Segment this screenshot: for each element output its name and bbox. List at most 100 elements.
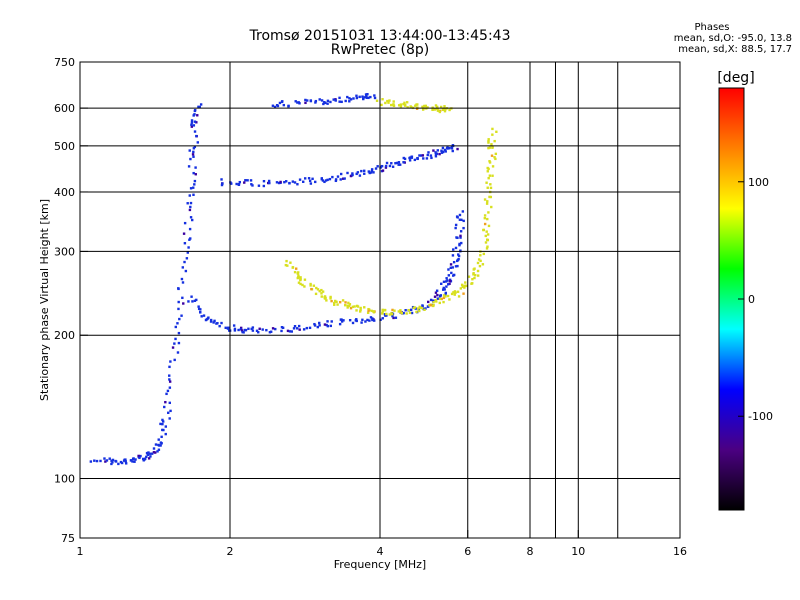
echo-point xyxy=(251,329,255,332)
echo-point xyxy=(399,309,402,312)
echo-point xyxy=(111,461,114,464)
echo-point xyxy=(402,102,405,106)
echo-point xyxy=(426,153,429,157)
echo-point xyxy=(448,279,452,283)
echo-point xyxy=(192,155,195,158)
echo-point xyxy=(455,215,459,218)
echo-point xyxy=(442,280,446,284)
echo-point xyxy=(477,258,481,261)
echo-point xyxy=(195,298,198,302)
echo-point xyxy=(130,459,133,462)
echo-point xyxy=(199,311,202,314)
echo-point xyxy=(320,292,323,295)
echo-point xyxy=(111,458,115,462)
echo-point xyxy=(356,171,360,174)
echo-point xyxy=(168,374,171,377)
echo-point xyxy=(454,226,457,230)
y-axis-label: Stationary phase Virtual Height [km] xyxy=(38,199,51,401)
echo-point xyxy=(443,288,446,291)
echo-point xyxy=(488,146,492,149)
echo-point xyxy=(359,306,362,310)
echo-point xyxy=(344,301,347,304)
echo-point xyxy=(458,243,461,247)
echo-point xyxy=(491,145,494,148)
echo-point xyxy=(445,277,448,280)
echo-point xyxy=(441,146,445,150)
echo-point xyxy=(363,96,366,99)
echo-point xyxy=(447,268,450,271)
echo-point xyxy=(110,459,113,462)
echo-point xyxy=(383,313,387,316)
echo-point xyxy=(174,337,177,341)
echo-point xyxy=(360,321,363,324)
echo-point xyxy=(394,316,398,319)
echo-point xyxy=(178,317,181,321)
echo-point xyxy=(230,182,233,185)
echo-point xyxy=(485,230,488,233)
echo-point xyxy=(247,327,250,330)
echo-point xyxy=(314,180,317,184)
echo-point xyxy=(421,105,424,109)
echo-point xyxy=(432,303,435,307)
colorbar-tick-label: 100 xyxy=(748,176,769,189)
echo-point xyxy=(442,107,445,110)
echo-point xyxy=(316,325,320,329)
echo-point xyxy=(162,420,165,423)
echo-point xyxy=(422,157,425,160)
echo-point xyxy=(232,324,236,327)
echo-point xyxy=(429,304,433,307)
echo-point xyxy=(381,98,384,101)
echo-point xyxy=(181,281,185,284)
echo-point xyxy=(162,428,165,432)
echo-point xyxy=(312,284,316,287)
echo-point xyxy=(359,308,362,312)
echo-point xyxy=(133,460,136,463)
echo-point xyxy=(398,163,402,166)
x-tick-label: 10 xyxy=(571,545,585,558)
echo-point xyxy=(204,318,208,322)
echo-point xyxy=(373,94,376,97)
echo-point xyxy=(189,157,192,161)
echo-point xyxy=(188,238,191,241)
echo-point xyxy=(488,195,491,199)
echo-point xyxy=(124,460,127,463)
echo-point xyxy=(457,295,461,298)
echo-point xyxy=(293,181,297,184)
echo-point xyxy=(367,170,370,173)
echo-point xyxy=(414,104,417,107)
echo-point xyxy=(200,315,203,318)
echo-point xyxy=(326,99,330,103)
echo-point xyxy=(216,321,219,325)
echo-point xyxy=(331,175,334,179)
echo-point xyxy=(161,422,164,426)
echo-point xyxy=(438,152,441,156)
echo-point xyxy=(457,254,461,258)
echo-point xyxy=(160,435,163,439)
echo-point xyxy=(334,98,337,101)
echo-point xyxy=(176,351,180,354)
echo-point xyxy=(194,166,197,169)
echo-point xyxy=(372,171,375,174)
echo-point xyxy=(489,195,493,199)
echo-point xyxy=(358,310,362,313)
echo-point xyxy=(328,177,332,181)
echo-point xyxy=(459,234,462,238)
echo-point xyxy=(441,288,445,291)
echo-point xyxy=(271,104,275,107)
echo-point xyxy=(487,167,490,171)
echo-point xyxy=(110,462,113,466)
echo-point xyxy=(486,245,489,248)
echo-point xyxy=(181,266,185,269)
echo-point xyxy=(440,297,443,301)
echo-point xyxy=(490,205,493,209)
echo-point xyxy=(268,331,272,334)
x-tick-label: 1 xyxy=(77,545,84,558)
echo-point xyxy=(302,328,306,331)
echo-point xyxy=(367,309,370,313)
echo-point xyxy=(471,282,474,285)
echo-point xyxy=(134,458,137,461)
echo-point xyxy=(451,144,455,147)
echo-point xyxy=(430,156,433,160)
echo-point xyxy=(448,298,451,301)
echo-point xyxy=(464,281,467,284)
